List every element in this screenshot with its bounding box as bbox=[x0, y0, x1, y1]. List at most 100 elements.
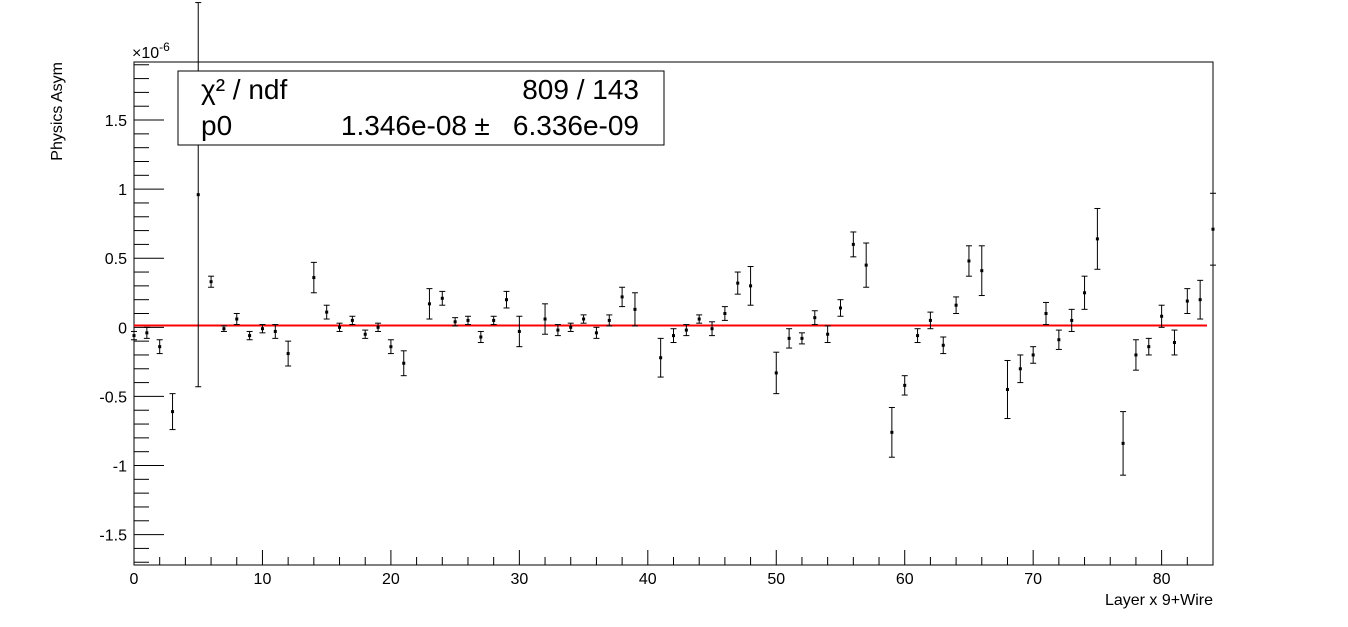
point-marker bbox=[594, 331, 598, 335]
data-point bbox=[259, 324, 266, 334]
data-point bbox=[490, 315, 497, 326]
y-axis-title: Physics Asym bbox=[49, 62, 66, 161]
point-marker bbox=[916, 334, 920, 338]
point-marker bbox=[222, 327, 226, 331]
point-marker bbox=[440, 296, 444, 300]
point-marker bbox=[864, 263, 868, 267]
data-point bbox=[323, 304, 330, 320]
stats-box: χ² / ndf 809 / 143 p0 1.346e-08 ± 6.336e… bbox=[177, 70, 665, 146]
point-marker bbox=[1095, 237, 1099, 241]
point-marker bbox=[1134, 353, 1138, 357]
data-point bbox=[567, 322, 574, 332]
y-tick-label: 1.5 bbox=[105, 113, 127, 130]
data-point bbox=[1017, 354, 1024, 384]
point-marker bbox=[376, 325, 380, 329]
data-point bbox=[1197, 279, 1204, 320]
x-tick-label: 20 bbox=[382, 571, 400, 588]
data-point bbox=[798, 332, 805, 345]
point-marker bbox=[543, 317, 547, 321]
stats-box-frame bbox=[177, 70, 665, 146]
data-point bbox=[1171, 329, 1178, 356]
data-point bbox=[670, 328, 677, 344]
data-point bbox=[901, 375, 908, 396]
point-marker bbox=[954, 303, 958, 307]
point-marker bbox=[1198, 298, 1202, 302]
point-marker bbox=[607, 318, 611, 322]
data-point bbox=[773, 351, 780, 395]
data-point bbox=[580, 314, 587, 324]
point-marker bbox=[363, 332, 367, 336]
y-tick-label: 0 bbox=[118, 320, 127, 337]
data-point bbox=[721, 306, 728, 321]
point-marker bbox=[787, 336, 791, 340]
point-marker bbox=[1147, 345, 1151, 349]
point-marker bbox=[672, 334, 675, 338]
y-tick-label: -1 bbox=[113, 459, 127, 476]
data-point bbox=[747, 266, 754, 306]
point-marker bbox=[492, 318, 496, 322]
data-point bbox=[1145, 337, 1152, 356]
data-point bbox=[208, 275, 215, 288]
point-marker bbox=[338, 325, 342, 329]
point-marker bbox=[235, 317, 239, 321]
x-tick-label: 30 bbox=[510, 571, 528, 588]
point-marker bbox=[903, 383, 907, 387]
point-marker bbox=[286, 352, 290, 356]
point-marker bbox=[389, 345, 393, 349]
data-point bbox=[837, 299, 844, 317]
stats-p0-label: p0 bbox=[201, 110, 232, 141]
data-point bbox=[631, 292, 638, 327]
x-tick-label: 10 bbox=[254, 571, 272, 588]
data-point bbox=[503, 290, 510, 309]
data-point bbox=[272, 324, 279, 339]
data-point bbox=[349, 315, 356, 326]
data-point bbox=[940, 336, 947, 355]
data-point bbox=[811, 310, 818, 326]
point-marker bbox=[813, 316, 817, 320]
data-point bbox=[1184, 288, 1191, 314]
data-point bbox=[362, 329, 369, 339]
data-point bbox=[310, 261, 317, 294]
x-tick-label: 70 bbox=[1024, 571, 1042, 588]
point-marker bbox=[1185, 299, 1189, 303]
data-point bbox=[683, 324, 690, 337]
point-marker bbox=[1005, 388, 1009, 392]
x-tick-label: 80 bbox=[1153, 571, 1171, 588]
point-marker bbox=[723, 312, 727, 315]
data-point bbox=[195, 2, 202, 388]
x-tick-label: 60 bbox=[896, 571, 914, 588]
data-point bbox=[824, 325, 831, 344]
data-point bbox=[246, 330, 253, 341]
data-point bbox=[593, 326, 600, 339]
y-tick-label: -0.5 bbox=[99, 389, 127, 406]
data-point bbox=[516, 315, 523, 348]
data-point bbox=[696, 314, 703, 324]
data-point bbox=[375, 322, 382, 332]
data-point bbox=[233, 313, 240, 326]
x-tick-label: 50 bbox=[767, 571, 785, 588]
data-point bbox=[606, 314, 613, 327]
point-marker bbox=[582, 317, 586, 321]
data-point bbox=[426, 288, 433, 320]
data-point bbox=[1030, 346, 1037, 364]
x-tick-labels: 0 10 20 30 40 50 60 70 80 bbox=[130, 571, 1171, 588]
data-point bbox=[978, 245, 985, 297]
data-point bbox=[1120, 411, 1127, 476]
point-marker bbox=[1018, 367, 1022, 371]
y-exponent-label: ×10-6 bbox=[132, 40, 170, 62]
data-point bbox=[1132, 339, 1139, 371]
point-marker bbox=[556, 328, 560, 332]
point-marker bbox=[659, 356, 663, 360]
stats-chi2-label: χ² / ndf bbox=[201, 74, 288, 105]
data-point bbox=[452, 317, 459, 327]
point-marker bbox=[132, 334, 136, 338]
point-marker bbox=[260, 327, 264, 331]
data-point bbox=[863, 242, 870, 288]
data-point bbox=[1158, 304, 1165, 328]
point-marker bbox=[1083, 291, 1087, 295]
axis-ticks bbox=[133, 64, 1214, 565]
data-point bbox=[156, 339, 163, 355]
point-marker bbox=[1172, 341, 1176, 345]
data-point bbox=[220, 325, 227, 332]
